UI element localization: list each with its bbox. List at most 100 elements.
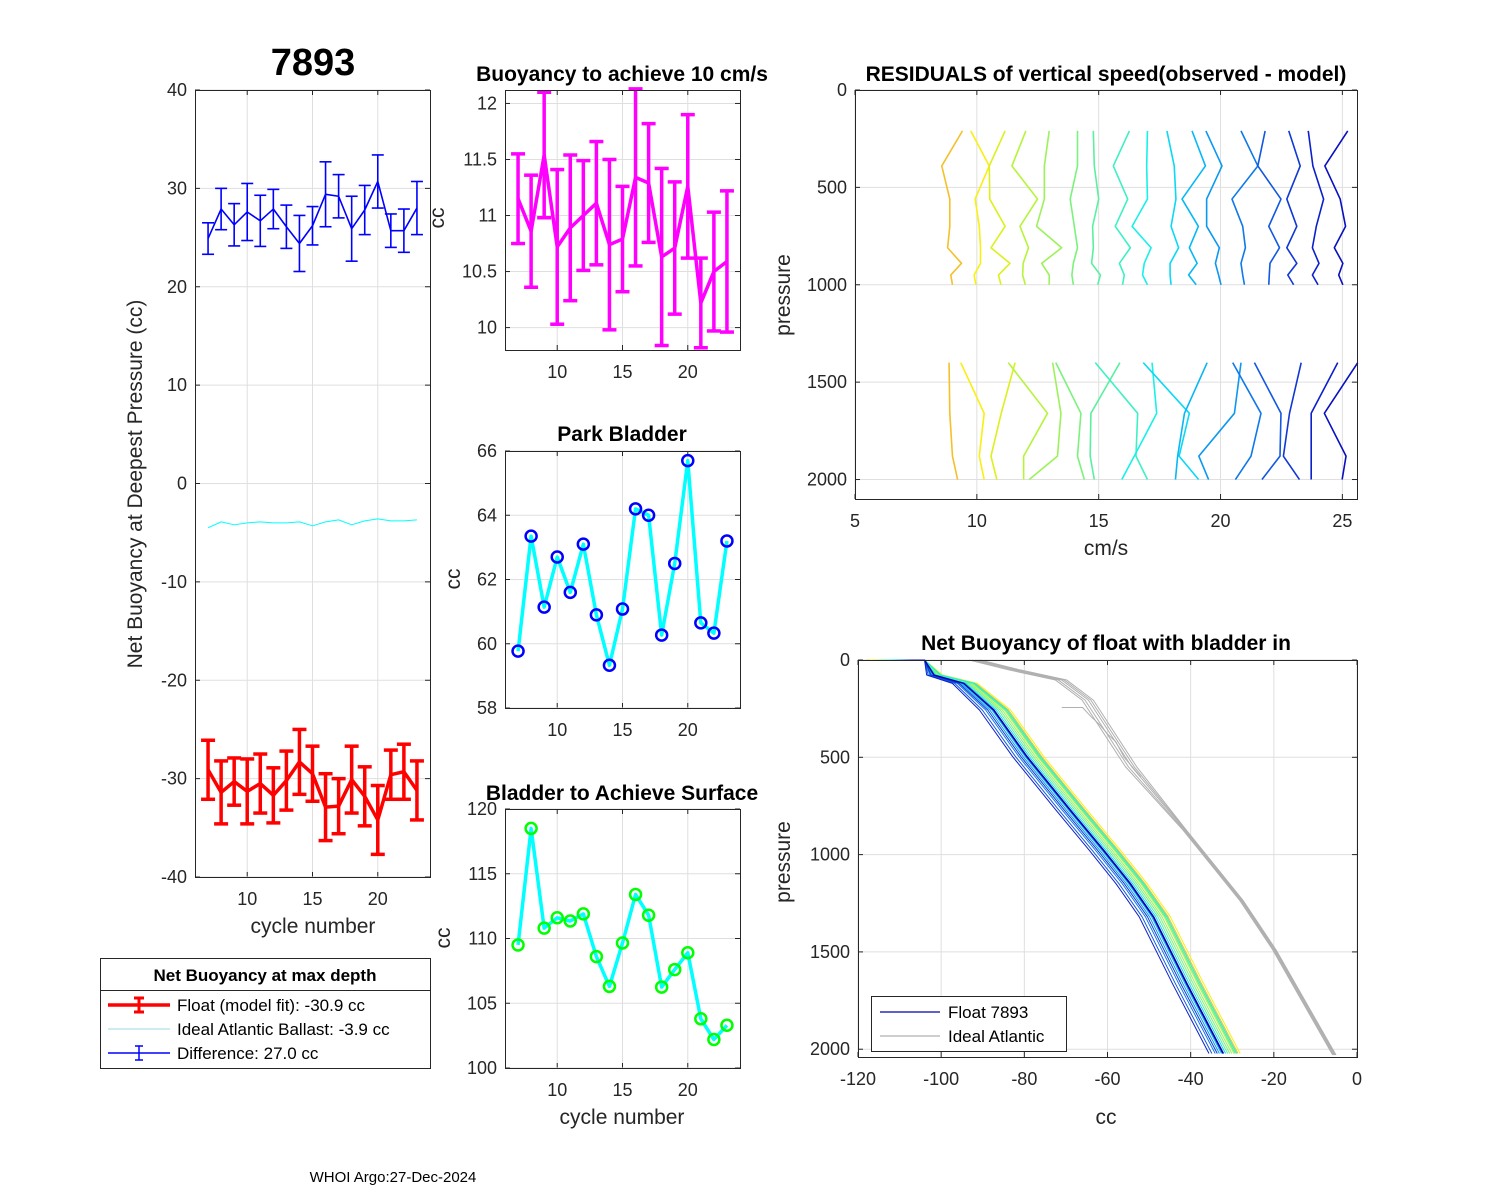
residual-profile-upper — [1035, 130, 1063, 285]
x-tick-label: -120 — [840, 1069, 876, 1089]
ideal-atlantic-profile — [977, 659, 1336, 1056]
data-point — [628, 887, 643, 902]
axes-frame — [505, 809, 741, 1069]
y-tick-label: 2000 — [810, 1039, 850, 1059]
data-point — [589, 949, 604, 964]
plot-marks — [511, 453, 734, 673]
cycle-profile — [909, 659, 1210, 1054]
x-tick-label: -60 — [1094, 1069, 1120, 1089]
y-tick-label: 11 — [478, 206, 497, 226]
y-tick-label: 10 — [167, 375, 187, 395]
residual-profile-lower — [960, 362, 985, 480]
data-point — [524, 529, 538, 543]
residual-profile-lower — [1055, 362, 1086, 480]
data-point — [550, 550, 564, 564]
ideal-ballast-line — [207, 518, 417, 529]
data-point — [720, 534, 734, 548]
residual-profile-upper — [940, 130, 964, 285]
residual-profile-lower — [1198, 362, 1242, 480]
x-tick-label: 5 — [850, 511, 860, 531]
data-point — [615, 602, 630, 616]
y-tick-label: 62 — [477, 570, 497, 590]
residual-profile-upper — [970, 130, 991, 285]
data-point — [589, 608, 604, 622]
x-tick-label: -20 — [1261, 1069, 1287, 1089]
difference-line — [207, 180, 418, 245]
plot-marks — [940, 130, 1359, 481]
data-point — [511, 644, 525, 658]
chart-title: Bladder to Achieve Surface — [486, 782, 758, 805]
y-tick-label: 1000 — [810, 845, 850, 865]
y-axis-label: pressure — [772, 254, 795, 336]
data-point — [628, 502, 643, 516]
plot-marks — [511, 821, 734, 1047]
chart-buoyancy-10cms: Buoyancy to achieve 10 cm/s cc 10 15 20 10 1… — [426, 63, 768, 382]
x-tick-label: 20 — [1211, 511, 1231, 531]
y-tick-label: -30 — [161, 769, 187, 789]
residual-profile-lower — [1094, 362, 1149, 480]
chart-title: Park Bladder — [557, 423, 687, 446]
plot-marks — [866, 659, 1337, 1056]
x-tick-label: 15 — [612, 720, 632, 740]
chart-net-buoyancy-profile: Net Buoyancy of float with bladder in pr… — [772, 632, 1362, 1129]
residual-profile-lower — [1282, 362, 1302, 480]
axes-frame — [855, 90, 1358, 500]
y-tick-label: 105 — [467, 993, 497, 1013]
ideal-atlantic-profile — [980, 659, 1337, 1056]
legend-title: Net Buoyancy at max depth — [154, 966, 377, 985]
y-tick-label: 120 — [467, 799, 497, 819]
ideal-atlantic-profile — [968, 659, 1334, 1056]
data-point — [563, 914, 578, 928]
y-tick-label: 0 — [837, 80, 847, 100]
axes-frame — [505, 451, 741, 709]
x-tick-label: 10 — [237, 889, 257, 909]
x-axis-label: cm/s — [1084, 537, 1128, 560]
legend-box — [100, 958, 431, 1069]
chart-title: RESIDUALS of vertical speed(observed - m… — [866, 63, 1347, 86]
y-axis-label: cc — [442, 569, 465, 590]
x-tick-label: 20 — [678, 1080, 698, 1100]
legend-label: Ideal Atlantic Ballast: -3.9 cc — [177, 1020, 390, 1039]
data-point — [654, 980, 669, 994]
float-profile — [923, 659, 1225, 1054]
data-point — [550, 911, 564, 925]
y-tick-label: 30 — [167, 178, 187, 198]
residual-profile-lower — [1142, 362, 1200, 481]
buoyancy-line — [516, 153, 729, 305]
x-tick-label: 15 — [1089, 511, 1109, 531]
data-point — [537, 921, 551, 935]
residual-profile-upper — [1205, 130, 1223, 285]
cycle-profile — [883, 659, 1229, 1054]
ideal-atlantic-branch — [1061, 706, 1142, 778]
data-point — [667, 556, 682, 571]
residual-profile-upper — [1286, 130, 1302, 286]
cycle-profile — [877, 659, 1233, 1054]
ideal-atlantic-profile — [971, 659, 1334, 1056]
legend-label: Float (model fit): -30.9 cc — [177, 996, 366, 1015]
y-tick-label: 66 — [477, 441, 497, 461]
legend-label: Float 7893 — [948, 1003, 1028, 1022]
y-tick-label: 12 — [477, 93, 497, 113]
x-tick-label: 20 — [678, 720, 698, 740]
residual-profile-upper — [1181, 130, 1207, 286]
y-tick-label: 58 — [477, 698, 497, 718]
residual-profile-upper — [988, 130, 1011, 285]
residual-profile-lower — [1310, 362, 1339, 480]
y-tick-label: 1000 — [807, 275, 847, 295]
residual-profile-lower — [1253, 362, 1282, 481]
data-point — [537, 600, 551, 614]
residual-profile-lower — [1323, 362, 1359, 480]
cycle-profile — [892, 659, 1227, 1054]
data-point — [720, 1018, 734, 1033]
cycle-profile — [901, 659, 1216, 1054]
x-axis-label: cycle number — [251, 915, 376, 938]
residual-profile-lower — [1089, 362, 1121, 480]
chart-title: Net Buoyancy of float with bladder in — [921, 632, 1291, 655]
residual-profile-upper — [1324, 130, 1349, 286]
x-axis-label: cc — [1096, 1106, 1117, 1129]
axes-frame — [195, 90, 431, 878]
residual-profile-upper — [1131, 130, 1152, 286]
x-tick-label: -40 — [1178, 1069, 1204, 1089]
residual-profile-upper — [1166, 130, 1180, 285]
data-point — [694, 616, 708, 630]
